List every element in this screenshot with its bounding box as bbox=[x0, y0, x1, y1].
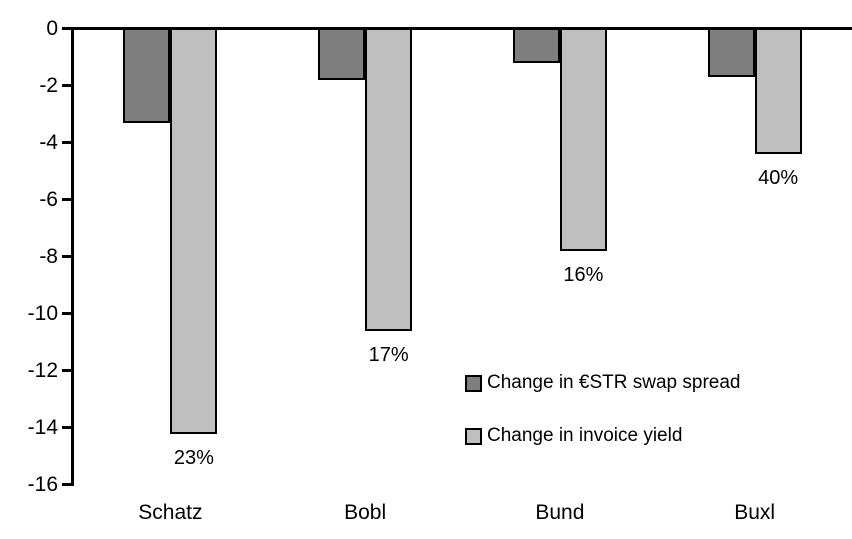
category-label-bund: Bund bbox=[535, 501, 585, 524]
legend-swatch-icon bbox=[465, 374, 482, 392]
y-axis-tick-label: -4 bbox=[39, 130, 58, 154]
y-axis-tick-label: 0 bbox=[46, 16, 58, 40]
y-axis-tick-label: -6 bbox=[39, 187, 58, 211]
bar-bobl-series2 bbox=[365, 27, 413, 331]
y-axis-tick bbox=[62, 312, 71, 316]
bar-buxl-series2 bbox=[754, 27, 802, 155]
y-axis-tick-label: -12 bbox=[27, 358, 58, 382]
bar-bund-series1 bbox=[512, 27, 560, 63]
y-axis-tick-label: -2 bbox=[39, 73, 58, 97]
y-axis-tick bbox=[62, 369, 71, 373]
y-axis-tick bbox=[62, 426, 71, 430]
data-label-bund: 16% bbox=[563, 264, 604, 287]
y-axis-tick-label: -8 bbox=[39, 244, 58, 268]
category-label-buxl: Buxl bbox=[734, 501, 776, 524]
bar-bund-series2 bbox=[559, 27, 607, 252]
bar-schatz-series1 bbox=[123, 27, 171, 123]
data-label-schatz: 23% bbox=[173, 446, 214, 469]
category-label-bobl: Bobl bbox=[344, 501, 387, 524]
data-label-bobl: 17% bbox=[368, 343, 409, 366]
category-label-schatz: Schatz bbox=[138, 501, 203, 524]
bar-buxl-series1 bbox=[707, 27, 755, 77]
legend-item-2: Change in invoice yield bbox=[465, 425, 740, 447]
y-axis-tick bbox=[62, 483, 71, 487]
y-axis-tick bbox=[62, 27, 71, 30]
y-axis-tick bbox=[62, 255, 71, 259]
data-label-buxl: 40% bbox=[758, 167, 799, 190]
bar-bobl-series1 bbox=[318, 27, 366, 80]
bar-schatz-series2 bbox=[170, 27, 218, 434]
zero-baseline bbox=[71, 27, 852, 30]
y-axis-tick bbox=[62, 141, 71, 145]
legend: Change in €STR swap spread Change in invo… bbox=[465, 372, 740, 478]
y-axis-line bbox=[71, 27, 74, 487]
legend-label: Change in €STR swap spread bbox=[487, 372, 741, 393]
y-axis-tick bbox=[62, 84, 71, 88]
y-axis-tick bbox=[62, 198, 71, 202]
legend-label: Change in invoice yield bbox=[487, 425, 683, 446]
y-axis-tick-label: -10 bbox=[27, 301, 58, 325]
y-axis-tick-label: -14 bbox=[27, 415, 58, 439]
y-axis-tick-label: -16 bbox=[27, 472, 58, 496]
legend-swatch-icon bbox=[465, 427, 482, 445]
legend-item-1: Change in €STR swap spread bbox=[465, 372, 740, 394]
